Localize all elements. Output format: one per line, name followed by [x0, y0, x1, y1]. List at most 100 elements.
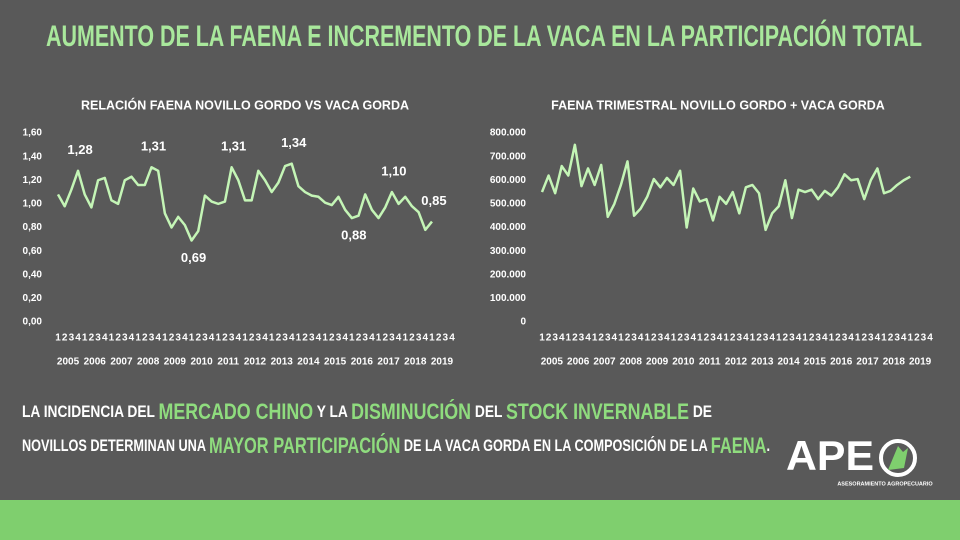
x-tick-label: 2: [651, 333, 657, 344]
x-tick-label: 4: [559, 333, 565, 344]
x-tick-label: 1: [296, 333, 302, 344]
x-tick-label: 1: [269, 333, 275, 344]
x-tick-label: 4: [155, 333, 161, 344]
x-tick-label: 3: [309, 333, 315, 344]
x-tick-label: 2: [730, 333, 736, 344]
year-label: 2012: [725, 357, 748, 368]
year-label: 2013: [271, 357, 294, 368]
x-tick-label: 2: [546, 333, 552, 344]
year-label: 2019: [909, 357, 932, 368]
year-label: 2006: [84, 357, 107, 368]
x-tick-label: 4: [342, 333, 348, 344]
highlight-text: STOCK INVERNABLE: [506, 399, 689, 424]
slide-title: AUMENTO DE LA FAENA E INCREMENTO DE LA V…: [46, 19, 922, 53]
x-tick-label: 1: [592, 333, 598, 344]
year-label: 2007: [593, 357, 616, 368]
x-tick-label: 1: [618, 333, 624, 344]
data-label: 0,85: [421, 193, 446, 208]
x-tick-label: 1: [907, 333, 913, 344]
year-label: 2018: [883, 357, 906, 368]
y-tick-label: 0: [520, 317, 526, 328]
x-tick-label: 3: [737, 333, 743, 344]
x-tick-label: 2: [625, 333, 631, 344]
x-tick-label: 4: [612, 333, 618, 344]
x-tick-label: 1: [644, 333, 650, 344]
chart-title: RELACIÓN FAENA NOVILLO GORDO VS VACA GOR…: [81, 97, 409, 112]
x-tick-label: 2: [382, 333, 388, 344]
year-label: 2018: [404, 357, 427, 368]
data-line: [56, 162, 433, 242]
x-tick-label: 3: [894, 333, 900, 344]
highlight-text: MAYOR PARTICIPACIÓN: [209, 433, 400, 458]
x-tick-label: 3: [684, 333, 690, 344]
x-tick-label: 3: [202, 333, 208, 344]
x-tick-label: 4: [664, 333, 670, 344]
year-label: 2005: [541, 357, 564, 368]
x-tick-label: 2: [436, 333, 442, 344]
x-tick-label: 2: [783, 333, 789, 344]
x-tick-label: 1: [402, 333, 408, 344]
x-tick-label: 2: [222, 333, 228, 344]
x-tick-label: 4: [927, 333, 933, 344]
y-tick-label: 100.000: [490, 293, 527, 304]
x-tick-label: 2: [409, 333, 415, 344]
x-tick-label: 4: [769, 333, 775, 344]
x-tick-label: 2: [704, 333, 710, 344]
data-label: 1,28: [67, 142, 92, 157]
x-tick-label: 1: [697, 333, 703, 344]
x-tick-label: 4: [102, 333, 108, 344]
year-label: 2014: [777, 357, 800, 368]
x-tick-label: 3: [552, 333, 558, 344]
logo: APE ASESORAMIENTO AGROPECUARIO: [786, 432, 933, 487]
x-tick-label: 3: [256, 333, 262, 344]
year-label: 2010: [672, 357, 695, 368]
body-segment: DEL: [471, 402, 506, 421]
x-tick-label: 2: [356, 333, 362, 344]
y-tick-label: 400.000: [490, 222, 527, 233]
x-tick-label: 3: [921, 333, 927, 344]
year-label: 2016: [351, 357, 374, 368]
x-tick-label: 1: [566, 333, 572, 344]
data-label: 1,31: [221, 139, 246, 154]
x-tick-label: 1: [322, 333, 328, 344]
x-tick-label: 1: [135, 333, 141, 344]
x-tick-label: 2: [195, 333, 201, 344]
x-tick-label: 3: [362, 333, 368, 344]
x-tick-label: 4: [717, 333, 723, 344]
x-tick-label: 1: [242, 333, 248, 344]
x-tick-label: 4: [129, 333, 135, 344]
x-tick-label: 4: [209, 333, 215, 344]
x-tick-label: 1: [671, 333, 677, 344]
x-tick-label: 1: [802, 333, 808, 344]
x-tick-label: 3: [710, 333, 716, 344]
x-tick-label: 3: [815, 333, 821, 344]
y-tick-label: 0,40: [23, 269, 43, 280]
x-tick-label: 2: [888, 333, 894, 344]
y-tick-label: 600.000: [490, 175, 527, 186]
chart-title: FAENA TRIMESTRAL NOVILLO GORDO + VACA GO…: [551, 98, 885, 112]
data-label: 0,69: [181, 250, 206, 265]
year-label: 2009: [646, 357, 669, 368]
x-tick-label: 3: [763, 333, 769, 344]
x-tick-label: 1: [776, 333, 782, 344]
y-tick-label: 500.000: [490, 199, 527, 210]
x-tick-label: 2: [756, 333, 762, 344]
x-tick-label: 1: [376, 333, 382, 344]
x-tick-label: 4: [848, 333, 854, 344]
year-label: 2017: [377, 357, 400, 368]
year-label: 2016: [830, 357, 853, 368]
year-label: 2015: [324, 357, 347, 368]
x-tick-label: 1: [750, 333, 756, 344]
x-tick-label: 4: [901, 333, 907, 344]
x-tick-label: 3: [443, 333, 449, 344]
year-label: 2011: [217, 357, 239, 368]
body-segment: DE: [689, 402, 712, 421]
x-tick-label: 2: [809, 333, 815, 344]
body-segment: Y LA: [313, 402, 351, 421]
x-tick-label: 3: [416, 333, 422, 344]
data-line: [540, 143, 911, 232]
year-label: 2015: [804, 357, 827, 368]
y-tick-label: 0,20: [23, 293, 43, 304]
x-tick-label: 3: [69, 333, 75, 344]
